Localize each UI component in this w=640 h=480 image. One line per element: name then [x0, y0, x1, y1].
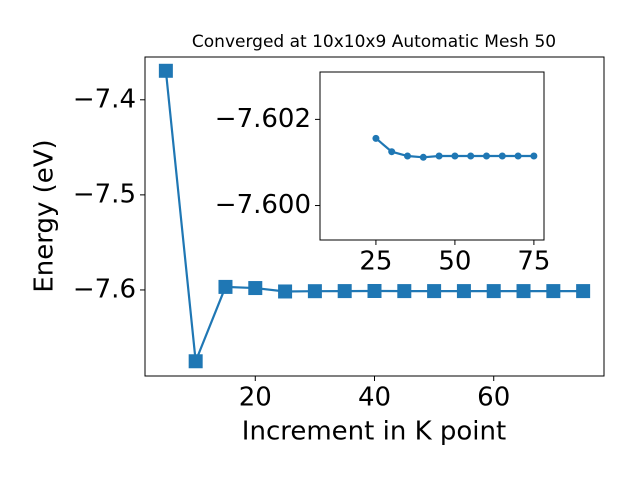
marker — [435, 152, 443, 160]
marker — [278, 284, 293, 299]
x-tick-label: 25 — [359, 247, 392, 277]
x-tick-label: 50 — [438, 247, 471, 277]
y-tick-label: −7.600 — [215, 190, 311, 220]
x-tick-label: 75 — [517, 247, 550, 277]
marker — [498, 152, 506, 160]
x-tick-label: 60 — [477, 383, 510, 413]
marker — [467, 152, 475, 160]
marker — [546, 284, 561, 299]
marker — [482, 152, 490, 160]
marker — [486, 284, 501, 299]
y-tick-label: −7.6 — [73, 274, 136, 304]
marker — [419, 153, 427, 161]
x-tick-label: 20 — [239, 383, 272, 413]
marker — [337, 284, 352, 299]
marker — [514, 152, 522, 160]
marker — [372, 134, 380, 142]
y-tick-label: −7.5 — [73, 179, 136, 209]
axes-frame — [319, 71, 545, 241]
marker — [530, 152, 538, 160]
marker — [456, 284, 471, 299]
x-tick-label: 40 — [358, 383, 391, 413]
y-tick-label: −7.602 — [215, 104, 311, 134]
axes-frame — [144, 56, 605, 377]
marker — [451, 152, 459, 160]
marker — [307, 284, 322, 299]
marker — [427, 284, 442, 299]
y-axis-label: Energy (eV) — [30, 139, 60, 292]
marker — [367, 283, 382, 298]
plot-area — [158, 63, 591, 369]
marker — [397, 284, 412, 299]
marker — [188, 354, 203, 369]
marker — [388, 148, 396, 156]
plot-area — [372, 134, 538, 161]
marker — [248, 281, 263, 296]
marker — [158, 63, 173, 78]
marker — [218, 279, 233, 294]
x-axis-label: Increment in K point — [242, 417, 506, 447]
marker — [516, 284, 531, 299]
marker — [404, 152, 412, 160]
y-tick-label: −7.4 — [73, 84, 136, 114]
marker — [576, 284, 591, 299]
chart-title: Converged at 10x10x9 Automatic Mesh 50 — [192, 32, 556, 52]
